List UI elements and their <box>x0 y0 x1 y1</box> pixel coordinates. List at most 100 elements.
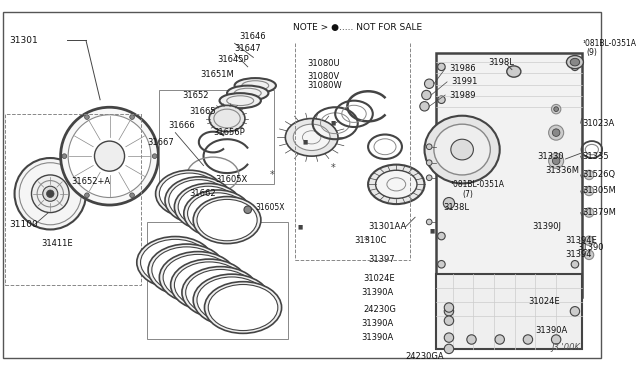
Ellipse shape <box>193 196 261 244</box>
Ellipse shape <box>197 199 257 241</box>
Text: 31080V: 31080V <box>307 72 339 81</box>
Circle shape <box>244 206 252 214</box>
Ellipse shape <box>159 173 220 214</box>
Text: 31652+A: 31652+A <box>71 177 110 186</box>
Text: *: * <box>330 163 335 173</box>
Text: ■: ■ <box>429 229 435 234</box>
Text: 31986: 31986 <box>449 64 476 73</box>
Text: 31652: 31652 <box>182 90 209 100</box>
Text: 31100: 31100 <box>9 220 38 229</box>
Circle shape <box>584 186 594 196</box>
Circle shape <box>444 316 454 326</box>
Ellipse shape <box>434 124 490 175</box>
Text: 31335: 31335 <box>582 152 609 161</box>
Circle shape <box>68 115 151 198</box>
Bar <box>436 274 582 349</box>
Ellipse shape <box>227 86 268 101</box>
Text: 31394E: 31394E <box>566 236 597 245</box>
Ellipse shape <box>193 274 270 326</box>
Circle shape <box>31 175 69 212</box>
Ellipse shape <box>209 105 245 132</box>
Circle shape <box>130 193 134 198</box>
Circle shape <box>444 198 454 209</box>
Circle shape <box>47 190 54 198</box>
Circle shape <box>444 344 454 354</box>
Text: 31647: 31647 <box>235 44 261 52</box>
Text: NOTE > ●..... NOT FOR SALE: NOTE > ●..... NOT FOR SALE <box>293 23 422 32</box>
Text: 31397: 31397 <box>368 255 395 264</box>
Ellipse shape <box>293 124 330 151</box>
Ellipse shape <box>182 267 259 318</box>
Text: 31390J: 31390J <box>532 222 562 231</box>
Ellipse shape <box>174 262 244 308</box>
Text: ¹081BL-0351A: ¹081BL-0351A <box>451 180 505 189</box>
Text: 31645P: 31645P <box>218 55 249 64</box>
Bar <box>436 53 582 297</box>
Text: 31301AA: 31301AA <box>368 222 406 231</box>
Circle shape <box>84 115 90 119</box>
Text: 31666: 31666 <box>168 121 195 129</box>
Circle shape <box>467 335 476 344</box>
Text: 31390A: 31390A <box>362 319 394 328</box>
Circle shape <box>61 107 159 205</box>
Circle shape <box>426 160 432 166</box>
Circle shape <box>420 102 429 111</box>
Text: 31651M: 31651M <box>201 70 234 79</box>
Text: 31605X: 31605X <box>255 203 285 212</box>
Ellipse shape <box>156 170 223 217</box>
Ellipse shape <box>220 93 261 108</box>
Ellipse shape <box>368 164 424 204</box>
Circle shape <box>552 129 560 137</box>
Ellipse shape <box>141 239 210 285</box>
Text: ■: ■ <box>302 140 307 145</box>
Text: ¹081BL-0351A: ¹081BL-0351A <box>582 39 636 48</box>
Circle shape <box>444 307 454 316</box>
Text: 31305M: 31305M <box>582 186 616 195</box>
Text: 31336M: 31336M <box>545 166 579 175</box>
Circle shape <box>438 63 445 71</box>
Text: 31665: 31665 <box>189 108 216 116</box>
Circle shape <box>571 63 579 71</box>
Circle shape <box>62 154 67 158</box>
Circle shape <box>84 193 90 198</box>
Text: 31526Q: 31526Q <box>582 170 616 179</box>
Circle shape <box>584 250 594 260</box>
Ellipse shape <box>159 251 236 303</box>
Ellipse shape <box>165 177 233 224</box>
Bar <box>5 114 141 285</box>
Text: 31390A: 31390A <box>536 326 568 334</box>
Circle shape <box>438 96 445 103</box>
Ellipse shape <box>451 139 474 160</box>
Text: 31667: 31667 <box>147 138 174 147</box>
Ellipse shape <box>235 78 276 93</box>
Circle shape <box>152 154 157 158</box>
Ellipse shape <box>566 55 584 69</box>
Ellipse shape <box>424 116 500 183</box>
Text: J3 '00K: J3 '00K <box>552 343 580 352</box>
Circle shape <box>584 170 594 180</box>
Text: (9): (9) <box>586 48 597 57</box>
Circle shape <box>552 335 561 344</box>
Text: 31080U: 31080U <box>307 60 340 68</box>
Ellipse shape <box>188 193 248 234</box>
Ellipse shape <box>174 183 242 230</box>
Circle shape <box>426 175 432 180</box>
Ellipse shape <box>570 58 580 66</box>
Ellipse shape <box>137 237 214 288</box>
Circle shape <box>554 107 559 112</box>
Ellipse shape <box>208 285 278 331</box>
Text: 24230GA: 24230GA <box>406 352 444 361</box>
Circle shape <box>571 260 579 268</box>
Circle shape <box>570 307 580 316</box>
Circle shape <box>548 153 564 169</box>
Circle shape <box>444 333 454 342</box>
Circle shape <box>444 303 454 312</box>
Text: 31989: 31989 <box>449 90 476 100</box>
Ellipse shape <box>184 190 252 237</box>
Ellipse shape <box>171 259 248 311</box>
Text: 31390A: 31390A <box>362 333 394 342</box>
Text: 31646: 31646 <box>239 32 266 41</box>
Circle shape <box>438 260 445 268</box>
Text: 31379M: 31379M <box>582 208 616 217</box>
Circle shape <box>524 335 532 344</box>
